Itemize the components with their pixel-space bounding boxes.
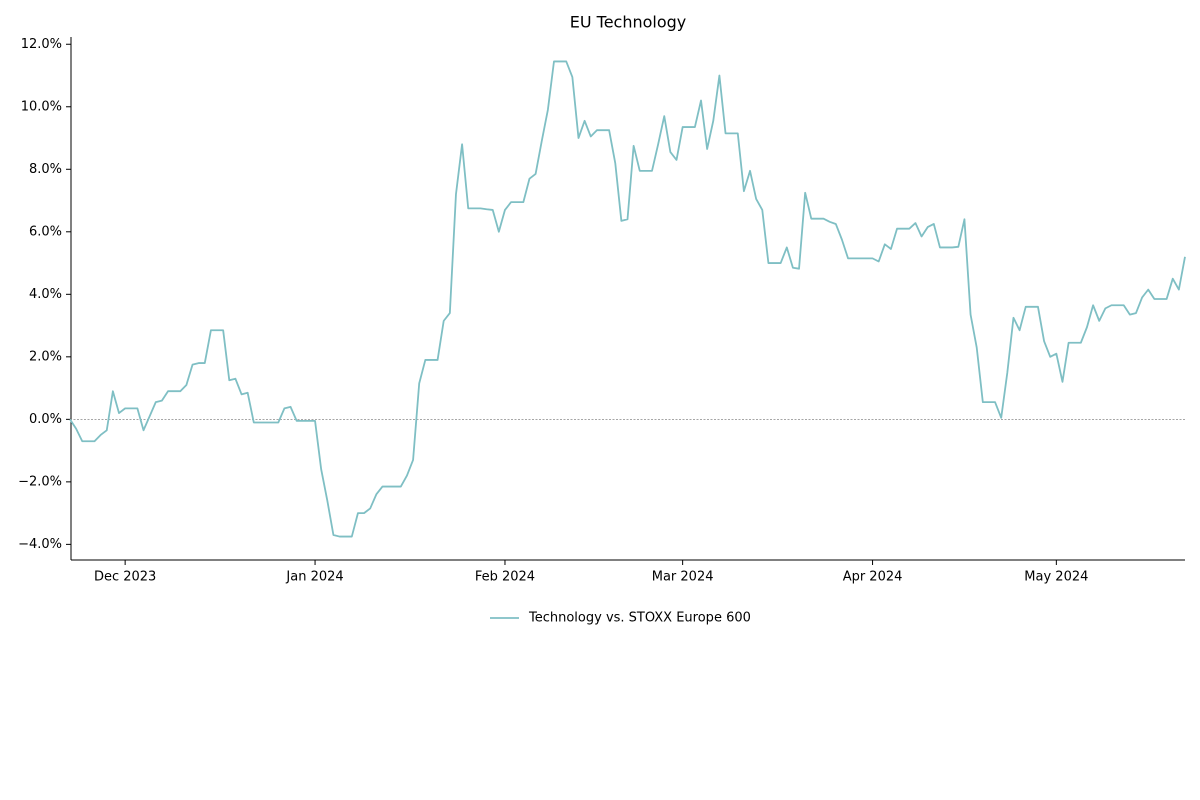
x-tick-label: Dec 2023 xyxy=(94,570,156,585)
line-series xyxy=(69,60,1186,538)
y-tick-label: 2.0% xyxy=(29,349,62,364)
y-tick-label: 12.0% xyxy=(21,37,62,52)
y-tick-label: −2.0% xyxy=(18,474,62,489)
y-tick-label: −4.0% xyxy=(18,537,62,552)
y-tick-label: 0.0% xyxy=(29,412,62,427)
y-tick-label: 4.0% xyxy=(29,287,62,302)
legend-label: Technology vs. STOXX Europe 600 xyxy=(528,611,751,626)
x-tick-label: Mar 2024 xyxy=(652,570,714,585)
y-tick-label: 8.0% xyxy=(29,162,62,177)
x-tick-label: Jan 2024 xyxy=(285,570,343,585)
y-tick-label: 6.0% xyxy=(29,224,62,239)
x-tick-label: Apr 2024 xyxy=(843,570,903,585)
x-tick-label: May 2024 xyxy=(1024,570,1088,585)
chart-title: EU Technology xyxy=(570,13,687,32)
y-tick-label: 10.0% xyxy=(21,99,62,114)
x-tick-label: Feb 2024 xyxy=(475,570,535,585)
